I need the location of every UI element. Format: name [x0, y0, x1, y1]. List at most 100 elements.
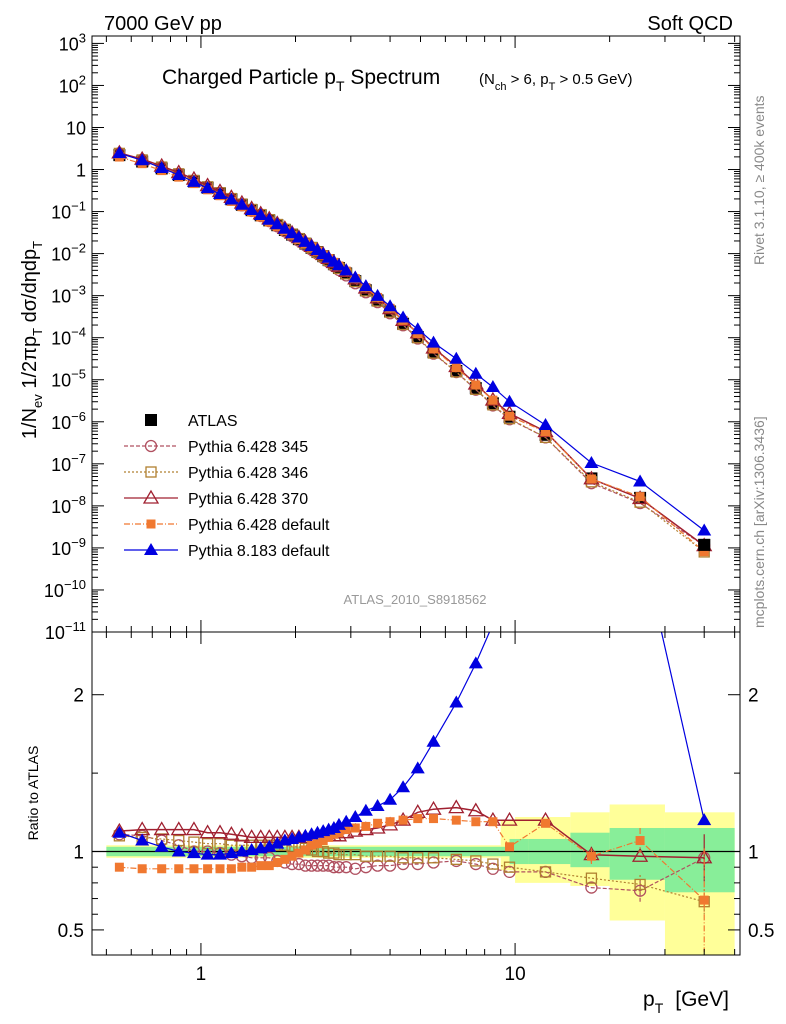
ratio-point — [697, 813, 712, 826]
main-point — [339, 263, 354, 276]
ratio-point — [449, 695, 464, 708]
main-point — [154, 160, 169, 173]
ratio-point — [451, 815, 461, 825]
ratio-point — [539, 866, 552, 878]
ratio-point — [371, 859, 384, 872]
ratio-y-tick-label: 1 — [73, 843, 84, 864]
main-point — [471, 380, 481, 390]
rivet-label: Rivet 3.1.10, ≥ 400k events — [751, 95, 767, 265]
ratio-point — [585, 872, 598, 884]
ratio-point — [213, 847, 228, 860]
ratio-point — [154, 839, 169, 852]
ratio-point — [313, 839, 323, 849]
ratio-point — [287, 851, 297, 861]
legend-label: Pythia 6.428 346 — [188, 465, 308, 482]
ratio-point — [171, 844, 186, 857]
main-point — [213, 186, 228, 199]
main-point — [358, 279, 373, 292]
main-point — [370, 288, 385, 301]
ratio-point — [333, 849, 345, 861]
ratio-point — [300, 845, 310, 855]
legend: ATLAS Pythia 6.428 345 Pythia 6.428 346 Pyt… — [124, 413, 330, 560]
legend-item: Pythia 6.428 default — [124, 517, 330, 534]
ratio-y-tick-label-right: 0.5 — [748, 921, 774, 942]
ratio-point — [631, 847, 649, 862]
mcplots-label: mcplots.cern.ch [arXiv:1306.3436] — [751, 416, 767, 628]
ratio-point — [331, 817, 346, 830]
ratio-point — [203, 864, 213, 874]
main-line — [119, 152, 705, 547]
ratio-y-tick-label-right: 2 — [748, 686, 759, 707]
x-axis-label: pT [GeV] — [643, 988, 729, 1016]
ratio-point — [189, 864, 199, 874]
ratio-point — [348, 810, 363, 823]
main-point — [584, 455, 599, 468]
ratio-point — [585, 881, 598, 894]
ratio-y-tick-label: 0.5 — [58, 921, 84, 942]
ratio-point — [633, 884, 647, 897]
main-point — [186, 174, 201, 187]
ratio-point — [280, 854, 290, 864]
ratio-point — [233, 827, 251, 842]
main-point — [200, 181, 215, 194]
ratio-series-pythia-6-428-default — [114, 814, 709, 952]
ratio-y-tick-label-right: 1 — [748, 843, 759, 864]
legend-item: Pythia 6.428 370 — [124, 489, 308, 508]
legend-label: Pythia 6.428 default — [188, 517, 330, 534]
ratio-point — [299, 859, 312, 872]
main-line — [119, 152, 705, 547]
main-point — [285, 226, 300, 239]
ratio-point — [487, 858, 499, 870]
ratio-point — [223, 825, 240, 840]
ratio-point — [174, 864, 184, 874]
y-tick-label: 10−2 — [51, 241, 86, 265]
legend-label: ATLAS — [188, 413, 238, 430]
ratio-point — [470, 855, 482, 867]
legend-item: Pythia 6.428 346 — [124, 465, 308, 482]
main-series-group — [111, 144, 713, 558]
main-series-pythia-8-183-default — [112, 146, 712, 536]
ratio-y-label: Ratio to ATLAS — [25, 746, 41, 841]
ratio-point — [340, 849, 352, 861]
ratio-point — [383, 859, 397, 872]
main-point — [502, 394, 517, 407]
legend-item: ATLAS — [145, 413, 238, 430]
ratio-point — [324, 832, 334, 842]
legend-label: Pythia 6.428 345 — [188, 439, 308, 456]
ratio-point — [185, 821, 203, 836]
atlas-point — [698, 538, 711, 551]
ratio-point — [371, 850, 384, 862]
main-point — [135, 153, 150, 166]
ratio-point — [699, 895, 709, 905]
ratio-point — [450, 853, 462, 866]
main-point — [291, 230, 306, 243]
legend-item: Pythia 8.183 default — [124, 543, 330, 560]
legend-marker — [145, 466, 157, 478]
main-y-label: 1/Nev 1/2πpT dσ/dηdpT — [19, 241, 45, 439]
ratio-point — [412, 852, 424, 864]
ratio-point — [503, 861, 516, 873]
ratio-point — [340, 861, 353, 874]
ratio-point — [398, 815, 408, 825]
main-point — [699, 547, 709, 557]
ratio-axis-ticks: 1 10 0.5 0.5 1 1 2 2 — [58, 632, 774, 985]
ratio-point — [272, 857, 282, 867]
y-tick-label: 10−10 — [44, 577, 86, 601]
ratio-point — [370, 799, 385, 812]
legend-item: Pythia 6.428 345 — [124, 439, 308, 456]
ratio-point — [234, 844, 249, 857]
ratio-point — [318, 836, 328, 846]
x-tick-label: 1 — [196, 964, 207, 985]
ratio-point — [471, 817, 481, 827]
legend-marker — [145, 414, 157, 426]
main-point — [270, 217, 285, 230]
y-tick-label: 103 — [59, 30, 86, 54]
main-point — [234, 197, 249, 210]
ratio-point — [112, 825, 127, 838]
ratio-point — [264, 861, 274, 871]
ratio-point — [358, 803, 373, 816]
ratio-point — [429, 814, 439, 824]
main-point — [468, 366, 483, 379]
ratio-panel: 1 10 0.5 0.5 1 1 2 2 — [58, 631, 774, 985]
ratio-point — [411, 857, 424, 871]
